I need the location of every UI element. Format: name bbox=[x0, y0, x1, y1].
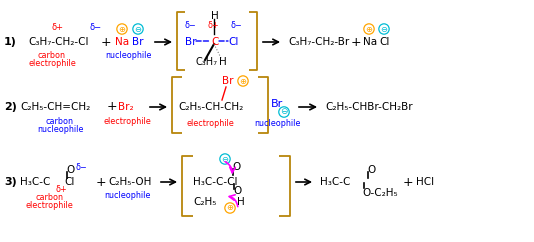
Text: nucleophile: nucleophile bbox=[105, 51, 151, 60]
Text: +: + bbox=[107, 100, 117, 113]
Text: ⊖: ⊖ bbox=[381, 24, 388, 33]
Text: δ−: δ− bbox=[184, 21, 196, 30]
Text: 3): 3) bbox=[4, 177, 17, 187]
Text: 1): 1) bbox=[4, 37, 17, 47]
Text: C: C bbox=[211, 37, 218, 47]
Text: +: + bbox=[96, 175, 106, 189]
Text: nucleophile: nucleophile bbox=[104, 191, 150, 201]
Text: +: + bbox=[351, 36, 362, 48]
Text: H₃C-C: H₃C-C bbox=[320, 177, 350, 187]
Text: H: H bbox=[211, 11, 219, 21]
Text: Na: Na bbox=[363, 37, 377, 47]
Text: carbon: carbon bbox=[35, 192, 63, 202]
Text: electrophile: electrophile bbox=[28, 60, 76, 68]
Text: δ+: δ+ bbox=[207, 21, 219, 30]
Text: δ−: δ− bbox=[230, 21, 242, 30]
Text: electrophile: electrophile bbox=[186, 119, 234, 128]
Text: electrophile: electrophile bbox=[25, 202, 73, 211]
Text: ⊕: ⊕ bbox=[240, 76, 247, 85]
Text: C₂H₅-CH-CH₂: C₂H₅-CH-CH₂ bbox=[178, 102, 244, 112]
Text: H: H bbox=[237, 197, 245, 207]
Text: C₂H₅: C₂H₅ bbox=[193, 197, 216, 207]
Text: Br: Br bbox=[271, 99, 283, 109]
Text: δ+: δ+ bbox=[55, 184, 67, 194]
Text: C₃H₇: C₃H₇ bbox=[195, 57, 217, 67]
Text: Cl: Cl bbox=[379, 37, 389, 47]
Text: O-C₂H₅: O-C₂H₅ bbox=[362, 188, 398, 198]
Text: Na: Na bbox=[115, 37, 129, 47]
Text: +: + bbox=[403, 175, 413, 189]
Text: +: + bbox=[101, 36, 111, 48]
Text: H₃C-C: H₃C-C bbox=[20, 177, 50, 187]
Text: H: H bbox=[219, 57, 227, 67]
Text: C₃H₇-CH₂-Cl: C₃H₇-CH₂-Cl bbox=[28, 37, 89, 47]
Text: Br: Br bbox=[185, 37, 197, 47]
Text: carbon: carbon bbox=[46, 116, 74, 126]
Text: C₃H₇-CH₂-Br: C₃H₇-CH₂-Br bbox=[288, 37, 349, 47]
Text: O: O bbox=[66, 165, 74, 175]
Text: nucleophile: nucleophile bbox=[37, 126, 83, 135]
Text: δ+: δ+ bbox=[51, 23, 63, 32]
Text: carbon: carbon bbox=[38, 51, 66, 60]
Text: C₂H₅-CHBr-CH₂Br: C₂H₅-CHBr-CH₂Br bbox=[325, 102, 413, 112]
Text: O: O bbox=[367, 165, 375, 175]
Text: δ−: δ− bbox=[90, 23, 102, 32]
Text: ⊕: ⊕ bbox=[365, 24, 373, 33]
Text: Br: Br bbox=[222, 76, 234, 86]
Text: δ−: δ− bbox=[75, 162, 87, 172]
Text: ⊖: ⊖ bbox=[135, 24, 142, 33]
Text: Br₂: Br₂ bbox=[118, 102, 134, 112]
Text: Cl: Cl bbox=[228, 37, 238, 47]
Text: nucleophile: nucleophile bbox=[254, 120, 300, 129]
Text: ⊖: ⊖ bbox=[222, 154, 229, 164]
Text: ⊕: ⊕ bbox=[119, 24, 125, 33]
Text: 2): 2) bbox=[4, 102, 17, 112]
Text: C₂H₅-OH: C₂H₅-OH bbox=[108, 177, 151, 187]
Text: HCl: HCl bbox=[416, 177, 434, 187]
Text: O: O bbox=[232, 162, 240, 172]
Text: ⊖: ⊖ bbox=[280, 107, 288, 116]
Text: H₃C-C-Cl: H₃C-C-Cl bbox=[193, 177, 238, 187]
Text: Br: Br bbox=[132, 37, 144, 47]
Text: O: O bbox=[233, 186, 241, 196]
Text: ⊕: ⊕ bbox=[226, 204, 233, 212]
Text: Cl: Cl bbox=[64, 177, 74, 187]
Text: C₂H₅-CH=CH₂: C₂H₅-CH=CH₂ bbox=[20, 102, 90, 112]
Text: electrophile: electrophile bbox=[103, 116, 151, 126]
